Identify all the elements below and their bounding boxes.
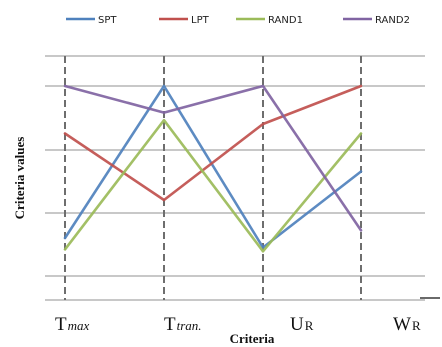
legend-label-rand2: RAND2 <box>375 15 410 26</box>
series-lines <box>65 86 361 251</box>
x-tick-label: WR <box>393 314 421 335</box>
x-axis-title: Criteria <box>230 331 275 346</box>
series-line-lpt <box>65 86 361 200</box>
x-tick-label: UR <box>290 314 314 335</box>
legend-label-rand1: RAND1 <box>268 15 303 26</box>
series-line-rand1 <box>65 120 361 251</box>
series-line-rand2 <box>65 86 361 230</box>
category-dividers <box>65 56 361 300</box>
legend-label-lpt: LPT <box>191 15 210 26</box>
x-tick-label: Ttran. <box>164 314 202 335</box>
legend: SPT LPT RAND1 RAND2 <box>66 15 410 26</box>
legend-label-spt: SPT <box>98 15 117 26</box>
y-axis-title: Criteria values <box>12 137 27 220</box>
x-tick-label: Tmax <box>55 314 89 335</box>
